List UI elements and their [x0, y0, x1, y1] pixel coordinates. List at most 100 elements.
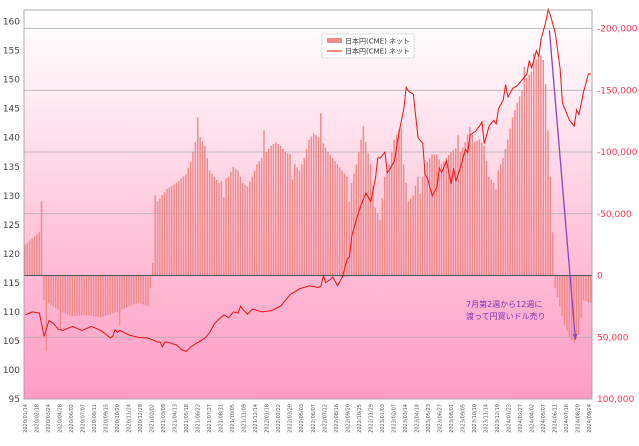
x-tick-label: 2020/11/24: [127, 404, 133, 433]
bar: [81, 275, 83, 316]
legend-bar-swatch: [327, 38, 342, 43]
x-tick-label: 2024/08/20: [575, 404, 581, 433]
bar: [573, 275, 575, 344]
bar: [462, 147, 464, 276]
bar: [43, 275, 45, 301]
bar: [412, 195, 414, 276]
bar: [499, 164, 502, 276]
bar: [523, 66, 526, 276]
bar: [230, 171, 232, 276]
bar: [211, 173, 213, 276]
legend: 日本円(CME) ネット 日本円(CME) ネット: [321, 33, 415, 59]
left-tick-label: 100: [3, 366, 20, 376]
bar: [76, 275, 78, 316]
bar: [407, 201, 410, 276]
arrow-shaft: [548, 30, 577, 340]
x-tick-label: 2020/08/11: [92, 404, 98, 433]
bar: [137, 275, 140, 303]
bar: [528, 74, 530, 276]
x-tick-label: 2022/03/29: [288, 404, 294, 433]
bar: [504, 148, 507, 276]
bar: [464, 142, 466, 276]
bar: [123, 275, 126, 309]
bar: [189, 161, 192, 276]
bar: [28, 240, 31, 276]
plot-background: [24, 10, 592, 399]
bar: [206, 158, 208, 276]
annotation-line-2: 渡って円買いドル売り: [466, 311, 546, 321]
bar: [379, 219, 381, 276]
right-tick-label: -50,000: [597, 210, 632, 220]
bar: [64, 275, 66, 314]
bar: [88, 275, 90, 316]
left-tick-label: 95: [9, 395, 20, 405]
left-tick-label: 150: [3, 76, 20, 86]
bar: [268, 148, 270, 276]
bar: [570, 275, 573, 341]
bar: [376, 213, 379, 276]
bar: [525, 77, 528, 276]
bar: [213, 176, 216, 276]
bar: [490, 179, 492, 276]
x-tick-label: 2023/09/05: [460, 404, 466, 433]
bar: [580, 275, 582, 318]
bar: [69, 275, 71, 316]
bar: [232, 166, 234, 276]
x-tick-label: 2021/04/13: [173, 404, 179, 433]
x-tick-label: 2021/06/22: [196, 404, 202, 433]
bar: [530, 71, 533, 276]
bar: [95, 275, 97, 317]
x-tick-label: 2021/12/14: [253, 404, 259, 433]
bar: [537, 57, 540, 276]
bar: [585, 275, 587, 302]
bar: [305, 148, 308, 276]
bar: [57, 275, 59, 310]
bar: [317, 137, 320, 276]
bar: [575, 275, 578, 340]
bar: [227, 176, 230, 276]
bar: [59, 275, 62, 330]
bar: [402, 164, 405, 276]
bar: [414, 185, 417, 276]
bar: [507, 139, 509, 276]
bar: [185, 174, 187, 276]
bar: [421, 176, 424, 276]
bar: [24, 244, 26, 276]
bar: [383, 176, 386, 276]
bar: [308, 139, 310, 276]
bar: [256, 164, 258, 276]
bar: [192, 152, 194, 276]
bar: [395, 134, 398, 276]
right-tick-label: -100,000: [597, 148, 638, 158]
bar: [362, 126, 365, 276]
bar: [476, 140, 478, 276]
x-tick-label: 2022/06/07: [311, 404, 317, 433]
x-tick-label: 2020/06/02: [69, 404, 75, 433]
bar: [452, 150, 455, 276]
bar: [234, 168, 237, 276]
x-tick-label: 2023/03/14: [403, 404, 409, 433]
bar: [554, 275, 556, 288]
bar: [215, 179, 218, 276]
bar: [239, 176, 242, 276]
bar: [272, 143, 275, 276]
bar: [303, 158, 305, 276]
bar: [447, 155, 450, 276]
bar: [563, 275, 566, 325]
bar: [483, 145, 485, 276]
bar: [97, 275, 100, 318]
bar: [367, 153, 369, 276]
bar: [428, 158, 431, 276]
left-tick-label: 130: [3, 192, 20, 202]
bar: [353, 173, 355, 276]
bar: [386, 170, 388, 276]
bar: [33, 236, 36, 276]
x-tick-label: 2023/08/01: [449, 404, 455, 433]
x-tick-label: 2021/07/27: [207, 404, 213, 433]
bar: [73, 275, 76, 317]
left-tick-label: 115: [3, 279, 20, 289]
bar: [140, 275, 142, 304]
bar: [559, 275, 561, 307]
bar: [587, 275, 589, 303]
